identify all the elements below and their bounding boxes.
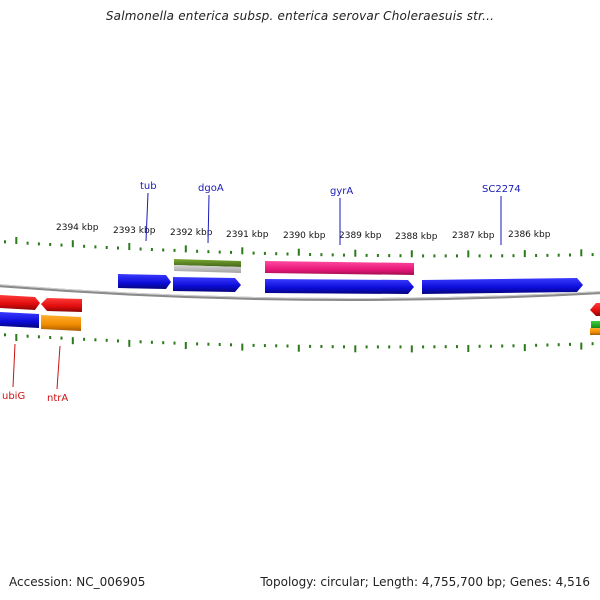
genome-backbone-highlight bbox=[0, 284, 600, 300]
feature-gyrA-pink bbox=[265, 261, 414, 275]
kbp-label: 2391 kbp bbox=[226, 230, 269, 240]
leader-dgoA bbox=[207, 194, 210, 244]
feature-edge-red bbox=[590, 303, 600, 316]
footer-summary: Topology: circular; Length: 4,755,700 bp… bbox=[260, 575, 590, 589]
kbp-label: 2392 kbp bbox=[170, 228, 213, 238]
gene-label-dgoA: dgoA bbox=[198, 183, 224, 194]
feature-edge-orange bbox=[590, 328, 600, 335]
feature-dgoA bbox=[173, 277, 241, 292]
kbp-label: 2393 kbp bbox=[113, 226, 156, 236]
kbp-label: 2386 kbp bbox=[508, 230, 551, 240]
feature-ntrA-orange bbox=[41, 315, 81, 331]
feature-ubiG-red bbox=[0, 295, 40, 310]
reverse-gene-labels: ubiG ntrA bbox=[2, 391, 68, 404]
kbp-label: 2390 kbp bbox=[283, 231, 326, 241]
genome-backbone bbox=[0, 284, 600, 302]
kbp-label: 2388 kbp bbox=[395, 232, 438, 242]
gene-label-SC2274: SC2274 bbox=[482, 184, 521, 195]
gene-label-ubiG: ubiG bbox=[2, 391, 25, 402]
gene-label-ntrA: ntrA bbox=[47, 393, 68, 404]
forward-features bbox=[118, 259, 583, 294]
feature-edge-green bbox=[591, 321, 600, 328]
kbp-labels: 2394 kbp 2393 kbp 2392 kbp 2391 kbp 2390… bbox=[56, 223, 551, 242]
leader-ntrA bbox=[56, 345, 61, 390]
leader-tub bbox=[145, 192, 149, 242]
forward-gene-labels: tub dgoA gyrA SC2274 bbox=[140, 181, 521, 197]
kbp-label: 2394 kbp bbox=[56, 223, 99, 233]
footer-accession: Accession: NC_006905 bbox=[9, 575, 146, 589]
feature-dgoA-gray bbox=[174, 265, 241, 273]
feature-ubiG-blue bbox=[0, 312, 39, 328]
tick-marks-lower bbox=[4, 333, 594, 353]
gene-label-gyrA: gyrA bbox=[330, 186, 353, 197]
feature-dgoA-olive bbox=[174, 259, 241, 267]
gene-label-tub: tub bbox=[140, 181, 157, 192]
reverse-features bbox=[0, 295, 600, 335]
forward-gene-leaders bbox=[145, 192, 502, 245]
feature-ntrA-red bbox=[41, 298, 82, 312]
leader-ubiG bbox=[12, 343, 16, 388]
kbp-label: 2389 kbp bbox=[339, 231, 382, 241]
tick-marks-upper bbox=[4, 237, 594, 258]
feature-SC2274 bbox=[422, 278, 583, 294]
kbp-label: 2387 kbp bbox=[452, 231, 495, 241]
feature-tub bbox=[118, 274, 171, 289]
map-title: Salmonella enterica subsp. enterica sero… bbox=[105, 9, 495, 23]
feature-gyrA bbox=[265, 279, 414, 294]
reverse-gene-leaders bbox=[12, 343, 61, 390]
